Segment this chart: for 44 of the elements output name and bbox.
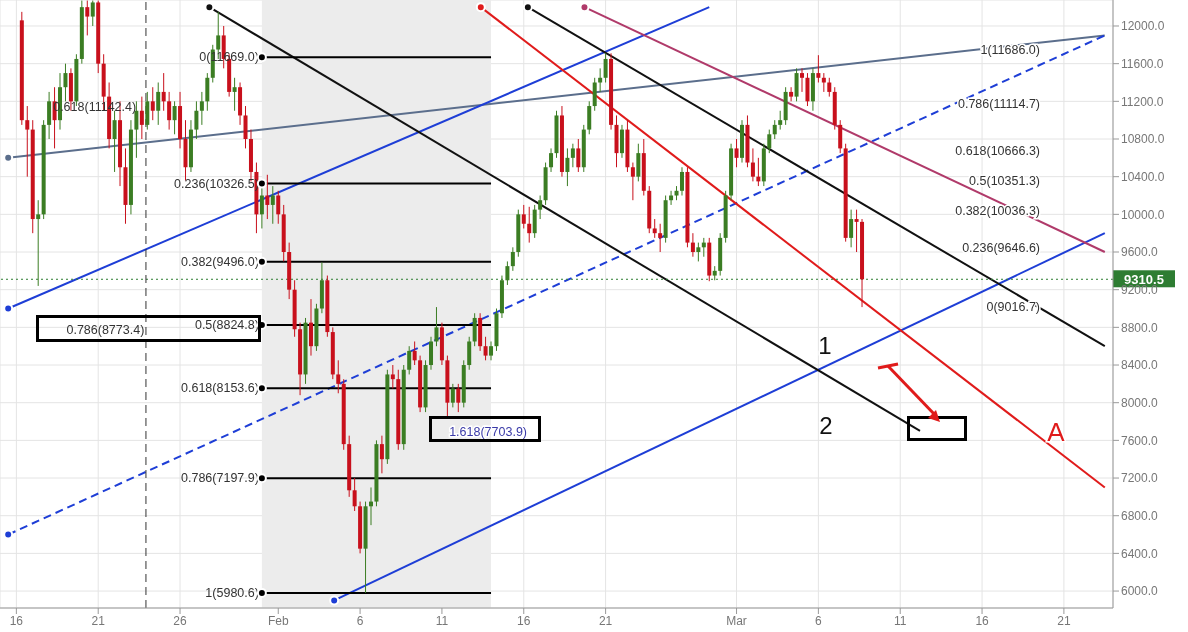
y-tick-label: 6000.0 bbox=[1121, 584, 1159, 599]
annotation: 1 bbox=[818, 331, 832, 359]
x-tick-label: 16 bbox=[9, 613, 24, 628]
x-tick-label: 11 bbox=[435, 613, 449, 628]
y-tick-label: 12000.0 bbox=[1121, 19, 1165, 34]
x-tick-label: Mar bbox=[726, 613, 747, 628]
x-tick-label: 6 bbox=[356, 613, 364, 628]
annotation: 0.5(8824.8) bbox=[194, 318, 259, 333]
y-tick-label: 10800.0 bbox=[1121, 132, 1165, 147]
annotation: 2 bbox=[819, 411, 833, 439]
x-tick-label: 21 bbox=[91, 613, 106, 628]
annotation: 0.618(8153.6) bbox=[181, 381, 259, 396]
annotation: 0.382(9496.0) bbox=[181, 254, 259, 269]
x-tick-label: 21 bbox=[1057, 613, 1071, 628]
y-tick-label: 11200.0 bbox=[1121, 94, 1164, 109]
y-tick-label: 10000.0 bbox=[1121, 207, 1165, 222]
annotation: 0(9016.7) bbox=[986, 300, 1040, 314]
y-tick-label: 6400.0 bbox=[1121, 546, 1159, 561]
y-tick-label: 10400.0 bbox=[1121, 169, 1165, 184]
annotation: 1.618(7703.9) bbox=[449, 425, 527, 439]
annotation: 0.786(7197.9) bbox=[181, 471, 259, 486]
annotation: A bbox=[1047, 417, 1066, 447]
x-tick-label: 26 bbox=[173, 613, 188, 628]
y-tick-label: 11600.0 bbox=[1121, 56, 1164, 71]
annotation: 0.786(8773.4) bbox=[66, 322, 145, 337]
x-tick-label: 6 bbox=[815, 613, 823, 628]
y-tick-label: 8800.0 bbox=[1121, 320, 1159, 335]
x-tick-label: 16 bbox=[975, 613, 990, 628]
y-tick-label: 6800.0 bbox=[1121, 508, 1159, 523]
annotation: 0.236(9646.6) bbox=[962, 241, 1040, 255]
x-tick-label: 16 bbox=[517, 613, 531, 628]
y-tick-label: 8400.0 bbox=[1121, 358, 1159, 373]
y-tick-label: 7600.0 bbox=[1121, 433, 1159, 448]
annotation: 0.786(11114.7) bbox=[957, 97, 1040, 111]
annotation: 0.618(10666.3) bbox=[955, 144, 1040, 158]
annotation: 1(5980.6) bbox=[205, 585, 259, 600]
y-tick-label: 9600.0 bbox=[1121, 245, 1159, 260]
y-tick-label: 8000.0 bbox=[1121, 395, 1159, 410]
x-tick-label: 21 bbox=[598, 613, 613, 628]
annotation: 1(11686.0) bbox=[980, 43, 1040, 57]
x-tick-label: 11 bbox=[893, 613, 907, 628]
x-tick-label: Feb bbox=[267, 613, 289, 628]
annotation: 0.5(10351.3) bbox=[969, 174, 1040, 188]
y-tick-label: 7200.0 bbox=[1121, 471, 1159, 486]
